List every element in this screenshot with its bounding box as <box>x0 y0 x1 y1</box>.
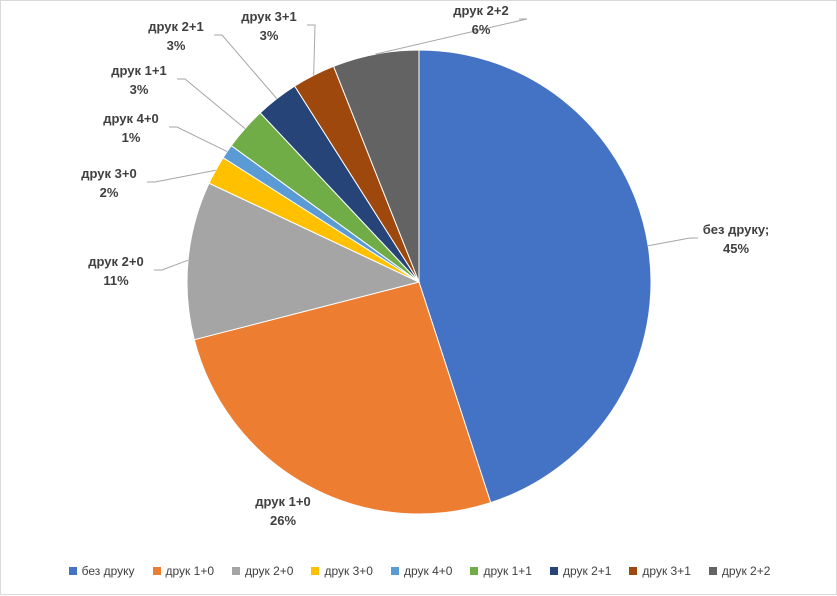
legend-swatch-8 <box>629 567 638 575</box>
legend-label-4: друк 3+0 <box>324 564 373 578</box>
legend-label-8: друк 3+1 <box>642 564 691 578</box>
legend-label-3: друк 2+0 <box>245 564 294 578</box>
slice-value-label-2: 26% <box>270 513 296 528</box>
legend-item-7: друк 2+1 <box>549 564 612 578</box>
pie-slice-3 <box>186 182 421 341</box>
leader-line-5 <box>169 126 228 153</box>
slice-label-1: без друку; <box>703 222 769 237</box>
slice-label-9: друк 2+2 <box>453 3 508 18</box>
leader-line-7 <box>214 34 278 100</box>
legend-item-6: друк 1+1 <box>470 564 532 578</box>
legend-label-6: друк 1+1 <box>483 564 532 578</box>
leader-line-9 <box>375 18 528 55</box>
slice-value-label-8: 3% <box>260 28 279 43</box>
leader-line-1 <box>648 237 698 247</box>
legend-label-7: друк 2+1 <box>562 564 612 578</box>
slice-label-2: друк 1+0 <box>255 494 310 509</box>
slice-value-label-1: 45% <box>723 241 749 256</box>
legend-label-2: друк 1+0 <box>165 564 214 578</box>
slice-value-label-4: 2% <box>100 185 119 200</box>
slice-label-6: друк 1+1 <box>111 63 166 78</box>
legend-item-4: друк 3+0 <box>311 564 373 578</box>
legend: без друку друк 1+0 друк 2+0 друк 3+0 друк 4+… <box>1 561 837 581</box>
leader-line-6 <box>177 78 246 129</box>
slice-value-label-9: 6% <box>472 22 491 37</box>
legend-swatch-1 <box>68 567 77 575</box>
leader-line-3 <box>154 259 189 271</box>
legend-item-8: друк 3+1 <box>629 564 691 578</box>
legend-swatch-3 <box>232 567 240 575</box>
legend-item-1: без друку <box>68 564 135 578</box>
legend-item-5: друк 4+0 <box>390 564 453 578</box>
legend-swatch-7 <box>549 567 558 575</box>
slice-label-8: друк 3+1 <box>241 9 296 24</box>
legend-swatch-5 <box>390 567 399 575</box>
slice-label-5: друк 4+0 <box>103 111 158 126</box>
slice-label-3: друк 2+0 <box>88 254 143 269</box>
legend-item-3: друк 2+0 <box>232 564 293 578</box>
legend-swatch-4 <box>311 567 320 575</box>
pie-slice-9 <box>332 49 420 283</box>
legend-swatch-2 <box>152 567 161 575</box>
legend-item-2: друк 1+0 <box>152 564 214 578</box>
legend-label-5: друк 4+0 <box>403 564 453 578</box>
legend-label-9: друк 2+2 <box>721 564 771 578</box>
slice-value-label-7: 3% <box>167 38 186 53</box>
slice-label-7: друк 2+1 <box>148 19 203 34</box>
slice-value-label-5: 1% <box>122 130 141 145</box>
leader-line-8 <box>307 24 316 76</box>
legend-label-1: без друку <box>81 564 135 578</box>
pie-slice-1 <box>418 49 652 504</box>
legend-item-9: друк 2+2 <box>708 564 771 578</box>
legend-swatch-6 <box>470 567 479 575</box>
pie-slice-2 <box>193 281 492 515</box>
slice-value-label-6: 3% <box>130 82 149 97</box>
legend-swatch-9 <box>708 567 717 575</box>
slice-value-label-3: 11% <box>103 273 129 288</box>
slice-label-4: друк 3+0 <box>81 166 136 181</box>
leader-line-4 <box>147 169 216 183</box>
